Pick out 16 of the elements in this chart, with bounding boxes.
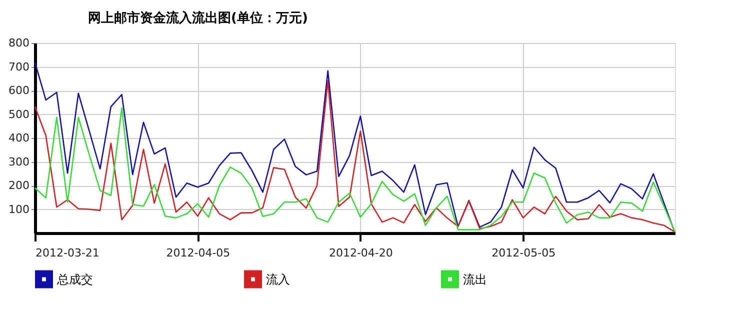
legend-label: 流出 — [463, 272, 487, 286]
x-tick-label: 2012-05-05 — [492, 246, 556, 260]
x-tick-label: 2012-04-05 — [166, 246, 230, 260]
x-tick-label: 2012-04-20 — [328, 246, 393, 260]
legend-label: 流入 — [266, 272, 290, 286]
y-tick-label: 700 — [8, 60, 30, 74]
x-tick-label: 2012-03-21 — [36, 246, 100, 260]
y-tick-label: 300 — [8, 155, 30, 168]
y-tick-label: 400 — [8, 132, 30, 144]
y-tick-label: 200 — [8, 179, 30, 192]
y-tick-label: 100 — [8, 202, 30, 216]
y-tick-label: 800 — [8, 36, 30, 50]
y-tick-label: 600 — [8, 84, 30, 97]
chart-title: 网上邮市资金流入流出图(单位：万元) — [88, 10, 308, 26]
y-tick-label: 500 — [8, 108, 30, 121]
legend-label: 总成交 — [56, 272, 93, 286]
